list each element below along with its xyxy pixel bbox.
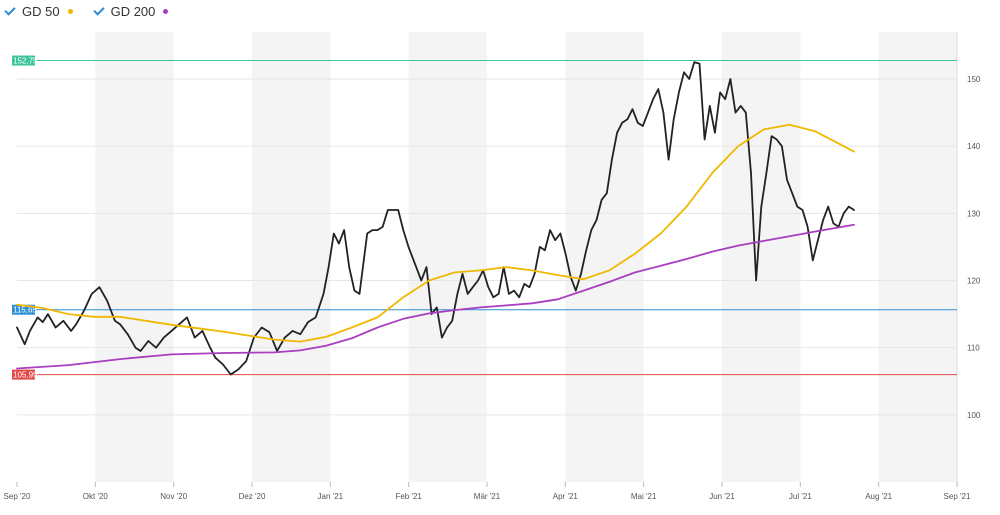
x-tick-label: Jan '21 [318,492,344,501]
y-tick-label: 140 [967,142,981,151]
checkbox-checked-icon[interactable] [93,5,105,17]
moving-average-line [16,123,855,343]
x-tick-label: Jul '21 [789,492,812,501]
level-lines: 152,75 115,65 105,99 [12,55,957,380]
x-tick-label: Jun '21 [709,492,735,501]
y-tick-label: 130 [967,209,981,218]
x-tick-label: Okt '20 [83,492,109,501]
y-tick-label: 100 [967,411,981,420]
level-label-bg [12,369,35,380]
series-color-dot-icon [67,8,73,14]
y-tick-label: 120 [967,277,981,286]
y-tick-label: 110 [967,344,980,353]
x-tick-label: Sep '21 [944,492,971,501]
x-tick-label: Sep '20 [4,492,31,501]
month-band [878,32,957,482]
x-tick-label: Mai '21 [631,492,657,501]
level-label: 152,75 [13,57,38,66]
legend: GD 50 GD 200 [4,0,169,22]
level-label: 105,99 [13,371,38,380]
month-bands [95,32,957,482]
legend-item-gd200[interactable]: GD 200 [93,4,169,19]
y-tick-label: 150 [967,75,981,84]
month-band [95,32,174,482]
series-lines [16,61,855,376]
grid-lines [17,32,958,482]
x-tick-label: Mär '21 [474,492,501,501]
moving-average-line [16,223,855,370]
x-tick-label: Apr '21 [553,492,579,501]
legend-item-gd50[interactable]: GD 50 [4,4,73,19]
legend-label: GD 50 [22,3,60,19]
series-color-dot-icon [163,8,169,14]
month-band [408,32,487,482]
month-band [252,32,331,482]
level-label-bg [12,55,35,66]
checkbox-checked-icon[interactable] [4,5,16,17]
x-axis-ticks: Sep '20 Okt '20 Nov '20 Dez '20 Jan '21 Feb '… [4,482,971,501]
price-line [16,61,855,376]
legend-label: GD 200 [110,3,156,19]
x-tick-label: Nov '20 [160,492,187,501]
x-tick-label: Dez '20 [239,492,266,501]
y-axis-ticks: 100 110 120 130 140 150 [967,75,981,420]
x-tick-label: Feb '21 [395,492,422,501]
level-label-bg [12,304,35,315]
x-tick-label: Aug '21 [865,492,892,501]
level-label: 115,65 [13,306,37,315]
